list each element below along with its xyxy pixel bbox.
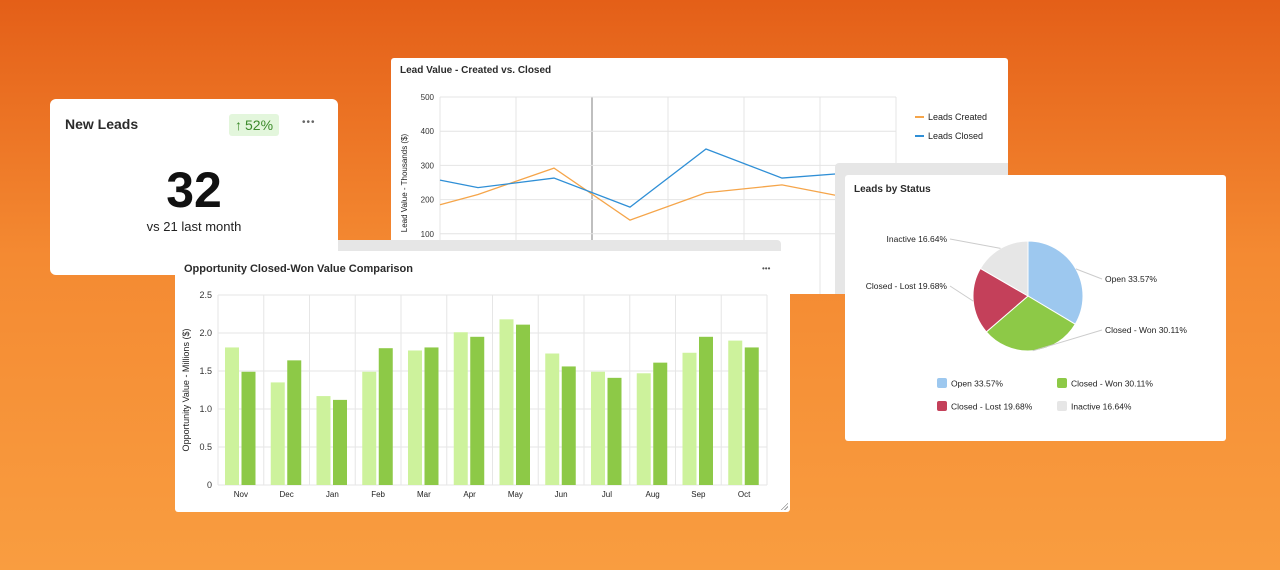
- bar: [607, 377, 622, 485]
- bar: [225, 347, 239, 485]
- x-tick-label: Aug: [646, 490, 660, 499]
- bar: [408, 350, 422, 485]
- bar: [561, 366, 576, 485]
- leader-line: [1032, 329, 1103, 352]
- bar: [424, 347, 439, 485]
- bar-chart-title: Opportunity Closed-Won Value Comparison: [184, 263, 413, 275]
- line-chart-title: Lead Value - Created vs. Closed: [400, 65, 552, 76]
- leader-line: [949, 285, 974, 302]
- legend-label: Leads Closed: [928, 131, 983, 141]
- bar: [699, 336, 713, 485]
- x-tick-label: Dec: [280, 490, 294, 499]
- y-tick-label: 0: [207, 480, 212, 490]
- x-tick-label: Sep: [691, 490, 706, 499]
- bar: [545, 353, 560, 485]
- more-options-button[interactable]: •••: [762, 264, 771, 273]
- bar: [728, 340, 743, 485]
- x-tick-label: Mar: [417, 490, 431, 499]
- bar: [241, 371, 256, 485]
- bar: [499, 319, 514, 485]
- bar-chart: 0 0.5 1.0 1.5 2.0 2.5 Opportunity Value - Mill…: [181, 290, 768, 499]
- bar: [591, 371, 605, 485]
- slice-label: Open 33.57%: [1105, 274, 1157, 284]
- x-tick-label: Nov: [234, 490, 248, 499]
- y-tick-label: 300: [421, 161, 435, 170]
- bar: [453, 332, 468, 485]
- new-leads-title: New Leads: [65, 116, 139, 132]
- bar: [636, 373, 651, 485]
- legend-swatch: [937, 378, 947, 388]
- more-options-button[interactable]: •••: [302, 117, 316, 128]
- y-tick-label: 2.0: [199, 328, 212, 338]
- bar-chart-card: Opportunity Closed-Won Value Comparison …: [175, 251, 790, 512]
- bar: [682, 352, 697, 485]
- x-tick-label: Oct: [738, 490, 751, 499]
- y-tick-label: 2.5: [199, 290, 212, 300]
- x-tick-label: Jun: [555, 490, 568, 499]
- pie-slice: [979, 240, 1029, 297]
- y-tick-label: 500: [421, 93, 435, 102]
- bar: [653, 362, 668, 485]
- y-tick-label: 200: [421, 196, 435, 205]
- series-line-1: [439, 148, 859, 208]
- legend-swatch: [937, 401, 947, 411]
- bar: [470, 336, 485, 485]
- bar: [316, 396, 331, 485]
- bar: [333, 399, 347, 485]
- pie-slice: [1027, 240, 1084, 325]
- legend-swatch: [1057, 401, 1067, 411]
- slice-label: Closed - Lost 19.68%: [866, 281, 948, 291]
- resize-handle[interactable]: [780, 502, 788, 510]
- slice-label: Closed - Won 30.11%: [1105, 325, 1187, 335]
- bar: [270, 382, 285, 485]
- pie-chart-title: Leads by Status: [854, 184, 931, 195]
- legend-label: Closed - Won 30.11%: [1071, 379, 1153, 389]
- pie-chart-card: Leads by Status Open 33.57% Open 33.57% Cl…: [845, 175, 1226, 441]
- legend-label: Open 33.57%: [951, 379, 1003, 389]
- y-tick-label: 0.5: [199, 442, 212, 452]
- x-tick-label: Jul: [602, 490, 612, 499]
- leader-line: [949, 238, 1001, 249]
- arrow-up-icon: ↑: [235, 117, 242, 133]
- series-line-0: [439, 167, 859, 221]
- y-tick-label: 400: [421, 127, 435, 136]
- y-axis-label: Lead Value - Thousands ($): [400, 133, 409, 232]
- change-value: 52%: [245, 117, 274, 133]
- legend-label: Closed - Lost 19.68%: [951, 402, 1033, 412]
- new-leads-value: 32: [166, 162, 222, 218]
- bar: [287, 360, 302, 485]
- slice-label: Inactive 16.64%: [887, 234, 948, 244]
- bar: [516, 324, 530, 485]
- new-leads-card: New Leads ↑ 52% ••• 32 vs 21 last month: [50, 99, 338, 275]
- y-axis-label: Opportunity Value - Millions ($): [181, 329, 191, 452]
- y-tick-label: 1.5: [199, 366, 212, 376]
- pie-chart: Open 33.57% Open 33.57% Closed - Won 30.11…: [866, 234, 1188, 412]
- new-leads-comparison: vs 21 last month: [146, 219, 242, 234]
- legend-swatch: [1057, 378, 1067, 388]
- x-tick-label: Feb: [371, 490, 385, 499]
- bar: [362, 371, 377, 485]
- bar: [378, 348, 393, 485]
- x-tick-label: May: [508, 490, 523, 499]
- legend-label: Leads Created: [928, 112, 987, 122]
- bar: [744, 347, 759, 485]
- change-badge: ↑ 52%: [229, 114, 280, 136]
- legend-label: Inactive 16.64%: [1071, 402, 1132, 412]
- y-tick-label: 100: [421, 230, 435, 239]
- y-tick-label: 1.0: [199, 404, 212, 414]
- x-tick-label: Apr: [463, 490, 476, 499]
- x-tick-label: Jan: [326, 490, 339, 499]
- leader-line: [1075, 268, 1103, 280]
